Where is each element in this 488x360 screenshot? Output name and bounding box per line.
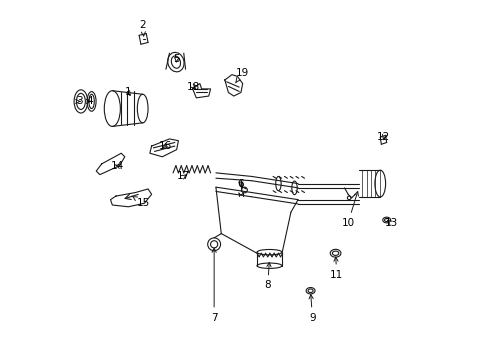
Text: 15: 15 [132,196,150,208]
Text: 6: 6 [237,179,244,189]
Text: 7: 7 [210,248,217,323]
Text: 5: 5 [173,54,180,64]
Text: 9: 9 [308,294,315,323]
Text: 17: 17 [177,171,190,181]
Text: 18: 18 [187,82,200,92]
Text: 10: 10 [341,192,358,228]
Text: 3: 3 [76,96,82,107]
Text: 8: 8 [264,262,270,291]
Text: 11: 11 [329,257,343,280]
Text: 4: 4 [86,96,93,107]
Text: 1: 1 [125,87,131,98]
Text: 16: 16 [158,141,171,151]
Text: 13: 13 [384,218,397,228]
Text: 2: 2 [139,19,146,36]
Text: 14: 14 [111,161,124,171]
Text: 12: 12 [376,132,389,142]
Text: 19: 19 [235,68,249,83]
